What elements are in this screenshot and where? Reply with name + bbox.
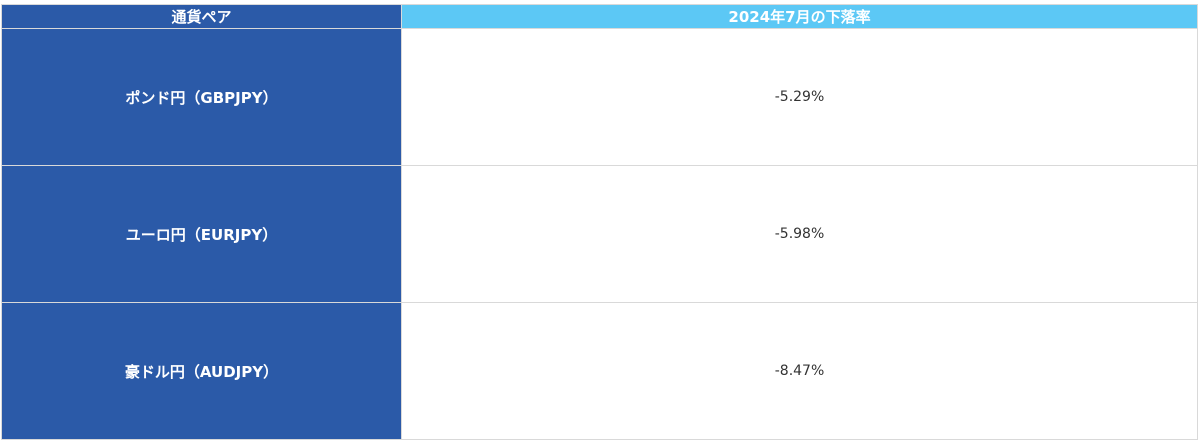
rate-cell: -5.29% <box>401 28 1198 166</box>
rate-cell: -8.47% <box>401 302 1198 440</box>
table-row: ユーロ円（EURJPY） -5.98% <box>1 165 1198 303</box>
table-body: ポンド円（GBPJPY） -5.29% ユーロ円（EURJPY） -5.98% 豪ドル円… <box>1 28 1198 440</box>
header-cell: 通貨ペア <box>1 4 402 29</box>
table-row: 豪ドル円（AUDJPY） -8.47% <box>1 302 1198 440</box>
pair-cell: ユーロ円（EURJPY） <box>1 165 402 303</box>
pair-cell: ポンド円（GBPJPY） <box>1 28 402 166</box>
rate-cell: -5.98% <box>401 165 1198 303</box>
rate-table: 通貨ペア 2024年7月の下落率 ポンド円（GBPJPY） -5.29% ユーロ円（… <box>1 4 1198 440</box>
pair-cell: 豪ドル円（AUDJPY） <box>1 302 402 440</box>
header-row: 通貨ペア 2024年7月の下落率 <box>1 4 1198 29</box>
header-cell: 2024年7月の下落率 <box>401 4 1198 29</box>
table-row: ポンド円（GBPJPY） -5.29% <box>1 28 1198 166</box>
